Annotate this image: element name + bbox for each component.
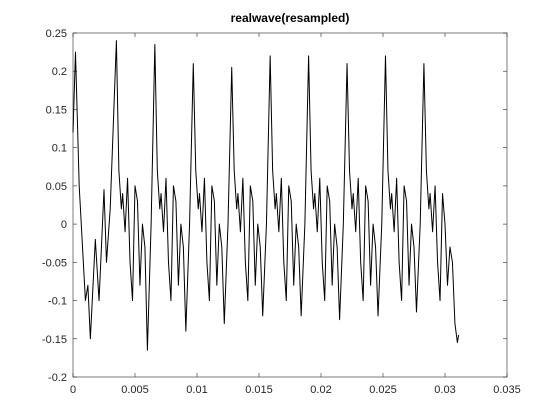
chart-title: realwave(resampled) <box>231 11 350 25</box>
y-tick-label: -0.1 <box>48 296 67 308</box>
y-tick-label: 0.15 <box>46 104 67 116</box>
y-tick-label: 0 <box>61 219 67 231</box>
x-tick-label: 0.035 <box>493 384 521 396</box>
y-tick-label: 0.2 <box>52 66 67 78</box>
y-tick-label: 0.25 <box>46 28 67 40</box>
axes-box <box>72 32 508 378</box>
x-tick-label: 0.03 <box>434 384 455 396</box>
x-tick-label: 0.025 <box>369 384 397 396</box>
x-tick-label: 0 <box>70 384 76 396</box>
y-tick-label: -0.15 <box>42 334 67 346</box>
x-tick-label: 0.005 <box>121 384 149 396</box>
x-tick-label: 0.02 <box>310 384 331 396</box>
y-tick-label: -0.2 <box>48 372 67 384</box>
waveform-line <box>72 40 460 351</box>
y-tick-label: -0.05 <box>42 257 67 269</box>
y-tick-label: 0.1 <box>52 143 67 155</box>
x-tick-label: 0.015 <box>245 384 273 396</box>
y-tick-label: 0.05 <box>46 181 67 193</box>
x-tick-label: 0.01 <box>186 384 207 396</box>
